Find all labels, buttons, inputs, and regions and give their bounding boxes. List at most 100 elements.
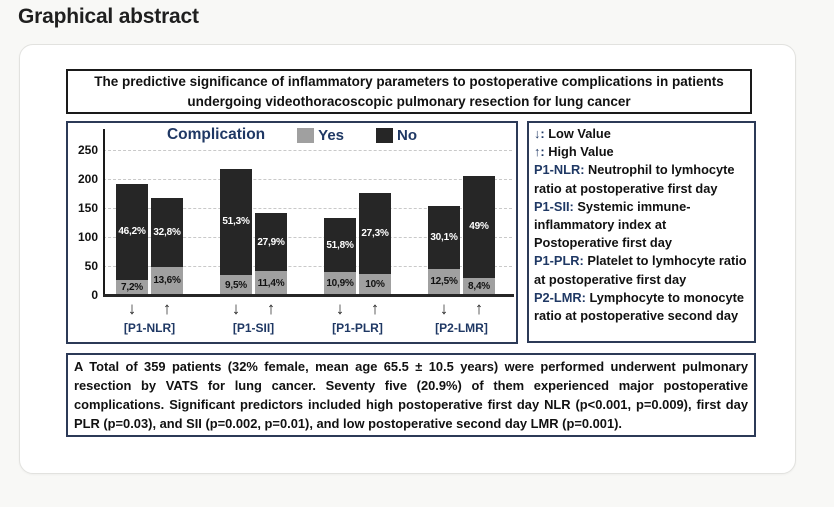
y-tick-50: 50 — [84, 259, 98, 273]
stacked-bar-down: 51,3% 9,5% — [220, 168, 252, 295]
bars-row: 51,3% 9,5% 27,9% 11,4% — [220, 150, 287, 295]
legend-yes-label: Yes — [318, 126, 345, 144]
yes-percent-label: 9,5% — [225, 279, 247, 291]
no-percent-label: 30,1% — [430, 232, 458, 244]
legend-entry-key: ↓: — [534, 126, 545, 141]
no-segment: 27,9% — [255, 213, 287, 272]
down-arrow-icon: ↓ — [127, 298, 137, 318]
legend-entry: ↑: High Value — [534, 143, 751, 161]
legend-entry: P2-LMR: Lymphocyte to monocyte ratio at … — [534, 289, 751, 325]
yes-segment: 11,4% — [255, 271, 287, 295]
y-tick-250: 250 — [77, 143, 98, 157]
y-axis-line — [103, 129, 105, 296]
bar-group: 51,8% 10,9% 27,3% 10% ↓ ↑ [P1-PLR] — [324, 150, 391, 342]
no-percent-label: 27,3% — [361, 228, 389, 240]
bar-chart: Complication Yes No 46,2% 7,2% 32,8% 13,6% ↓… — [66, 121, 518, 344]
legend-entry-text: Low Value — [544, 126, 611, 141]
chart-legend: Complication Yes No — [68, 126, 516, 144]
no-segment: 51,8% — [324, 217, 356, 273]
bar-groups: 46,2% 7,2% 32,8% 13,6% ↓ ↑ [P1-NLR] 51,3% 9,5% 27… — [105, 150, 514, 342]
yes-segment: 13,6% — [151, 266, 183, 295]
graphical-abstract-card: The predictive significance of inflammat… — [19, 44, 796, 474]
gridline-100 — [103, 237, 512, 238]
bars-row: 30,1% 12,5% 49% 8,4% — [428, 150, 495, 295]
no-percent-label: 49% — [469, 221, 489, 233]
abstract-text-box: A Total of 359 patients (32% female, mea… — [66, 353, 756, 437]
group-label: [P1-SII] — [232, 321, 275, 335]
yes-percent-label: 13,6% — [153, 275, 181, 287]
stacked-bar-up: 27,9% 11,4% — [255, 213, 287, 295]
legend-entry-key: P1-PLR: — [534, 253, 584, 269]
yes-percent-label: 10% — [365, 279, 385, 291]
yes-percent-label: 10,9% — [326, 278, 354, 290]
no-segment: 49% — [463, 175, 495, 278]
bar-group: 46,2% 7,2% 32,8% 13,6% ↓ ↑ [P1-NLR] — [116, 150, 183, 342]
legend-no-label: No — [397, 126, 418, 144]
legend-entry-text: High Value — [544, 144, 614, 160]
legend-entry: P1-NLR: Neutrophil to lymhocyte ratio at… — [534, 161, 751, 197]
page-title: Graphical abstract — [18, 5, 199, 28]
stacked-bar-up: 49% 8,4% — [463, 175, 495, 295]
group-label: [P1-PLR] — [332, 321, 383, 335]
bars-row: 51,8% 10,9% 27,3% 10% — [324, 150, 391, 295]
yes-percent-label: 8,4% — [468, 280, 490, 292]
y-tick-150: 150 — [77, 201, 98, 215]
arrows-row: ↓ ↑ — [220, 295, 287, 321]
y-tick-200: 200 — [77, 172, 98, 186]
no-segment: 46,2% — [116, 183, 148, 280]
down-arrow-icon: ↓ — [439, 298, 449, 318]
legend-entry-text: Neutrophil to lymhocyte ratio at postope… — [534, 162, 735, 196]
up-arrow-icon: ↑ — [266, 298, 276, 318]
yes-segment: 8,4% — [463, 277, 495, 295]
gridline-50 — [103, 266, 512, 267]
no-percent-label: 46,2% — [118, 226, 146, 238]
study-title-box: The predictive significance of inflammat… — [66, 69, 752, 114]
yes-segment: 10,9% — [324, 272, 356, 295]
yes-percent-label: 12,5% — [430, 276, 458, 288]
gridline-200 — [103, 179, 512, 180]
legend-item-yes: Yes — [297, 127, 344, 144]
y-tick-0: 0 — [91, 288, 98, 302]
legend-entry-key: P1-NLR: — [534, 162, 585, 178]
yes-segment: 12,5% — [428, 268, 460, 295]
gridline-250 — [103, 150, 512, 151]
yes-segment: 10% — [359, 274, 391, 295]
stacked-bar-up: 27,3% 10% — [359, 192, 391, 295]
no-segment: 32,8% — [151, 197, 183, 267]
down-arrow-icon: ↓ — [231, 298, 241, 318]
y-tick-100: 100 — [77, 230, 98, 244]
stacked-bar-down: 30,1% 12,5% — [428, 206, 460, 295]
yes-percent-label: 7,2% — [121, 281, 143, 293]
bar-group: 51,3% 9,5% 27,9% 11,4% ↓ ↑ [P1-SII] — [220, 150, 287, 342]
group-label: [P1-NLR] — [123, 321, 176, 335]
x-axis-line — [103, 294, 514, 297]
down-arrow-icon: ↓ — [335, 298, 345, 318]
legend-entry: P1-SII: Systemic immune-inflammatory ind… — [534, 198, 751, 253]
no-percent-label: 32,8% — [153, 226, 181, 238]
legend-entry: ↓: Low Value — [534, 125, 751, 143]
no-percent-label: 51,8% — [326, 239, 354, 251]
up-arrow-icon: ↑ — [474, 298, 484, 318]
bar-group: 30,1% 12,5% 49% 8,4% ↓ ↑ [P2-LMR] — [428, 150, 495, 342]
legend-entry-key: ↑: — [534, 144, 545, 160]
legend-entry-text: Lymphocyte to monocyte ratio at postoper… — [534, 289, 744, 324]
stacked-bar-down: 46,2% 7,2% — [116, 183, 148, 295]
no-swatch-icon — [376, 127, 394, 143]
no-percent-label: 27,9% — [257, 236, 285, 248]
yes-percent-label: 11,4% — [257, 277, 285, 289]
chart-title: Complication — [166, 126, 266, 143]
legend-entry-key: P1-SII: — [534, 198, 574, 214]
yes-segment: 7,2% — [116, 279, 148, 295]
legend-entry-text: Systemic immune-inflammatory index at Po… — [534, 198, 691, 251]
no-percent-label: 51,3% — [222, 216, 250, 228]
yes-segment: 9,5% — [220, 275, 252, 295]
up-arrow-icon: ↑ — [370, 298, 380, 318]
stacked-bar-down: 51,8% 10,9% — [324, 217, 356, 295]
no-segment: 30,1% — [428, 206, 460, 269]
gridline-150 — [103, 208, 512, 209]
stacked-bar-up: 32,8% 13,6% — [151, 197, 183, 295]
no-segment: 27,3% — [359, 192, 391, 275]
legend-entry-key: P2-LMR: — [534, 289, 586, 305]
legend-entry: P1-PLR: Platelet to lymhocyte ratio at p… — [534, 252, 751, 288]
legend-entry-text: Platelet to lymhocyte ratio at postopera… — [534, 253, 747, 287]
